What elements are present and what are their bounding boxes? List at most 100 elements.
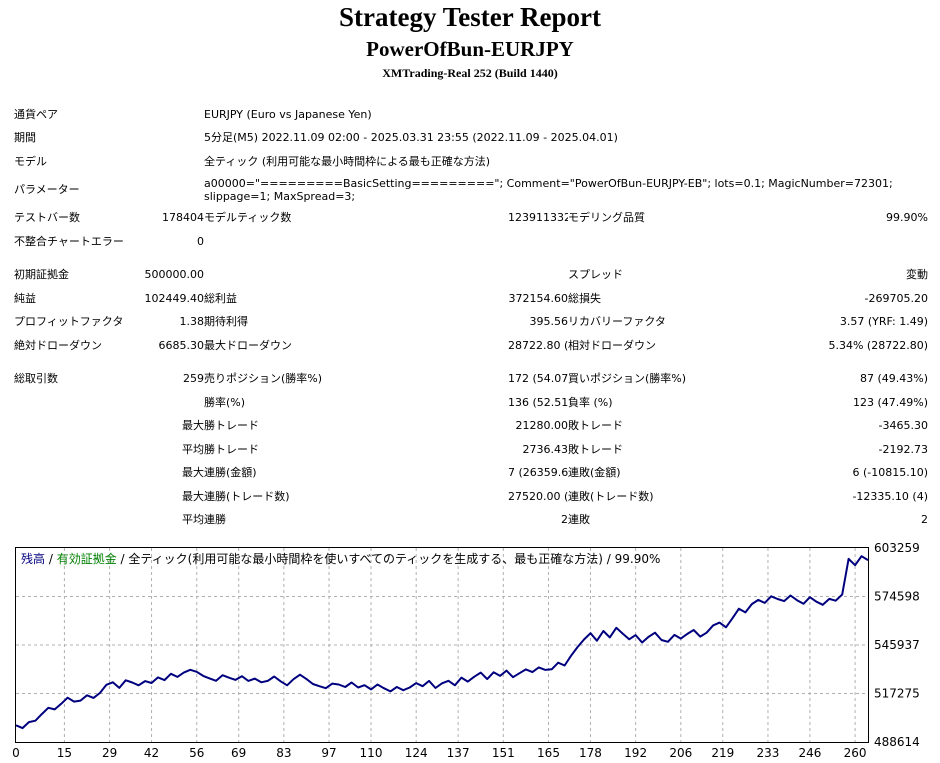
trades-label: 総取引数	[14, 372, 58, 386]
recovery-value: 3.57 (YRF: 1.49)	[839, 315, 928, 329]
legend-sep: /	[45, 552, 57, 566]
ticks-label: モデルティック数	[204, 211, 292, 225]
avg-label: 平均	[182, 442, 204, 456]
x-tick-label: 192	[624, 746, 647, 760]
pf-value: 1.38	[179, 315, 205, 329]
loss-rate-label: 負率 (%)	[568, 395, 613, 409]
x-tick-label: 178	[579, 746, 602, 760]
x-tick-label: 137	[447, 746, 470, 760]
model-label: モデル	[14, 154, 47, 168]
row-mismatch: 不整合チャートエラー 0	[14, 230, 928, 254]
deposit-value: 500000.00	[144, 268, 205, 282]
y-tick-label: 545937	[874, 638, 920, 652]
row-avg-cons: 平均 連勝 2 連敗 2	[14, 509, 928, 533]
gross-profit-value: 372154.60	[508, 291, 569, 305]
avg-cons-loss-value: 2	[921, 513, 928, 527]
row-largest: 最大 勝トレード 21280.00 敗トレード -3465.30	[14, 415, 928, 439]
chart-legend: 残高 / 有効証拠金 / 全ティック(利用可能な最小時間枠を使いすべてのティック…	[21, 551, 660, 566]
report-title: Strategy Tester Report	[339, 2, 601, 32]
gross-loss-value: -269705.20	[864, 291, 928, 305]
largest-win-label: 勝トレード	[204, 419, 259, 433]
report-table: 通貨ペア EURJPY (Euro vs Japanese Yen) 期間 5分…	[14, 103, 928, 532]
row-net: 純益 102449.40 総利益 372154.60 総損失 -269705.2…	[14, 287, 928, 311]
cons-loss-amt-label: 連敗(金額)	[568, 466, 621, 480]
max-label-2: 最大	[182, 466, 204, 480]
largest-loss-label: 敗トレード	[568, 419, 623, 433]
y-tick-label: 574598	[874, 590, 920, 604]
quality-value: 99.90%	[886, 211, 928, 225]
cons-win-trd-value: 27520.00 (3)	[508, 489, 568, 503]
x-tick-label: 165	[537, 746, 560, 760]
x-tick-label: 110	[360, 746, 383, 760]
row-drawdown: 絶対ドローダウン 6685.30 最大ドローダウン 28722.80 (5.34…	[14, 334, 928, 358]
row-bars: テストバー数 178404 モデルティック数 123911332 モデリング品質…	[14, 207, 928, 231]
report-subtitle: PowerOfBun-EURJPY	[366, 37, 574, 61]
row-cons-amount: 最大 連勝(金額) 7 (26359.60) 連敗(金額) 6 (-10815.…	[14, 462, 928, 486]
chart-grid	[16, 548, 868, 742]
max-dd-value: 28722.80 (5.34%)	[508, 338, 568, 352]
win-rate-value: 136 (52.51%)	[508, 395, 568, 409]
row-period: 期間 5分足(M5) 2022.11.09 02:00 - 2025.03.31…	[14, 127, 928, 151]
symbol-value: EURJPY (Euro vs Japanese Yen)	[204, 107, 372, 121]
x-tick-label: 206	[669, 746, 692, 760]
max-label: 最大	[182, 419, 204, 433]
x-tick-label: 15	[57, 746, 72, 760]
legend-rest: / 全ティック(利用可能な最小時間枠を使いすべてのティックを生成する、最も正確な…	[117, 551, 661, 566]
x-tick-label: 56	[189, 746, 204, 760]
balance-chart: 残高 / 有効証拠金 / 全ティック(利用可能な最小時間枠を使いすべてのティック…	[12, 543, 920, 760]
avg-win-value: 2736.43	[522, 442, 569, 456]
y-tick-label: 517275	[874, 687, 920, 701]
pf-label: プロフィットファクタ	[14, 315, 124, 329]
y-tick-label: 603259	[874, 543, 920, 555]
model-value: 全ティック (利用可能な最小時間枠による最も正確な方法)	[204, 154, 491, 168]
avg-loss-label: 敗トレード	[568, 442, 623, 456]
spread-label: スプレッド	[568, 268, 623, 282]
gross-loss-label: 総損失	[568, 291, 601, 305]
largest-loss-value: -3465.30	[878, 419, 928, 433]
x-tick-label: 219	[711, 746, 734, 760]
row-pf: プロフィットファクタ 1.38 期待利得 395.56 リカバリーファクタ 3.…	[14, 311, 928, 335]
x-tick-label: 246	[798, 746, 821, 760]
spread-value: 変動	[906, 268, 928, 282]
avg-loss-value: -2192.73	[878, 442, 928, 456]
x-tick-label: 42	[144, 746, 159, 760]
expected-label: 期待利得	[204, 315, 248, 329]
legend-balance: 残高	[21, 551, 45, 566]
avg-cons-win-label: 連勝	[204, 513, 226, 527]
ticks-value: 123911332	[508, 211, 568, 225]
cons-loss-amt-value: 6 (-10815.10)	[852, 466, 928, 480]
x-tick-label: 97	[321, 746, 336, 760]
balance-series-line	[15, 555, 869, 730]
mismatch-label: 不整合チャートエラー	[14, 234, 124, 248]
rel-dd-label: 相対ドローダウン	[568, 338, 656, 352]
avg-cons-win-value: 2	[561, 513, 568, 527]
expected-value: 395.56	[529, 315, 569, 329]
net-label: 純益	[14, 291, 36, 305]
y-tick-label: 488614	[874, 735, 920, 749]
x-tick-label: 260	[844, 746, 867, 760]
cons-loss-trd-value: -12335.10 (4)	[852, 489, 928, 503]
loss-rate-value: 123 (47.49%)	[852, 395, 928, 409]
long-value: 87 (49.43%)	[859, 372, 928, 386]
legend-equity: 有効証拠金	[57, 551, 117, 566]
abs-dd-value: 6685.30	[158, 338, 205, 352]
quality-label: モデリング品質	[568, 211, 645, 225]
trades-value: 259	[183, 372, 204, 386]
max-dd-label: 最大ドローダウン	[204, 338, 292, 352]
row-symbol: 通貨ペア EURJPY (Euro vs Japanese Yen)	[14, 103, 928, 127]
cons-win-amt-value: 7 (26359.60)	[508, 466, 568, 480]
params-label: パラメーター	[14, 183, 80, 196]
rel-dd-value: 5.34% (28722.80)	[828, 338, 928, 352]
deposit-label: 初期証拠金	[14, 268, 69, 282]
mismatch-value: 0	[197, 234, 204, 248]
x-tick-label: 69	[231, 746, 246, 760]
max-label-3: 最大	[182, 489, 204, 503]
y-axis-labels: 603259 574598 545937 517275 488614	[874, 543, 920, 749]
x-tick-label: 0	[12, 746, 20, 760]
cons-win-trd-label: 連勝(トレード数)	[204, 489, 290, 503]
bars-label: テストバー数	[14, 211, 80, 225]
avg-label-2: 平均	[182, 513, 204, 527]
row-deposit: 初期証拠金 500000.00 スプレッド 変動	[14, 264, 928, 288]
x-tick-label: 29	[102, 746, 117, 760]
row-average: 平均 勝トレード 2736.43 敗トレード -2192.73	[14, 438, 928, 462]
